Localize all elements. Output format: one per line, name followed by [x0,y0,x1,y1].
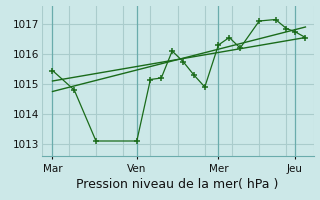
X-axis label: Pression niveau de la mer( hPa ): Pression niveau de la mer( hPa ) [76,178,279,191]
